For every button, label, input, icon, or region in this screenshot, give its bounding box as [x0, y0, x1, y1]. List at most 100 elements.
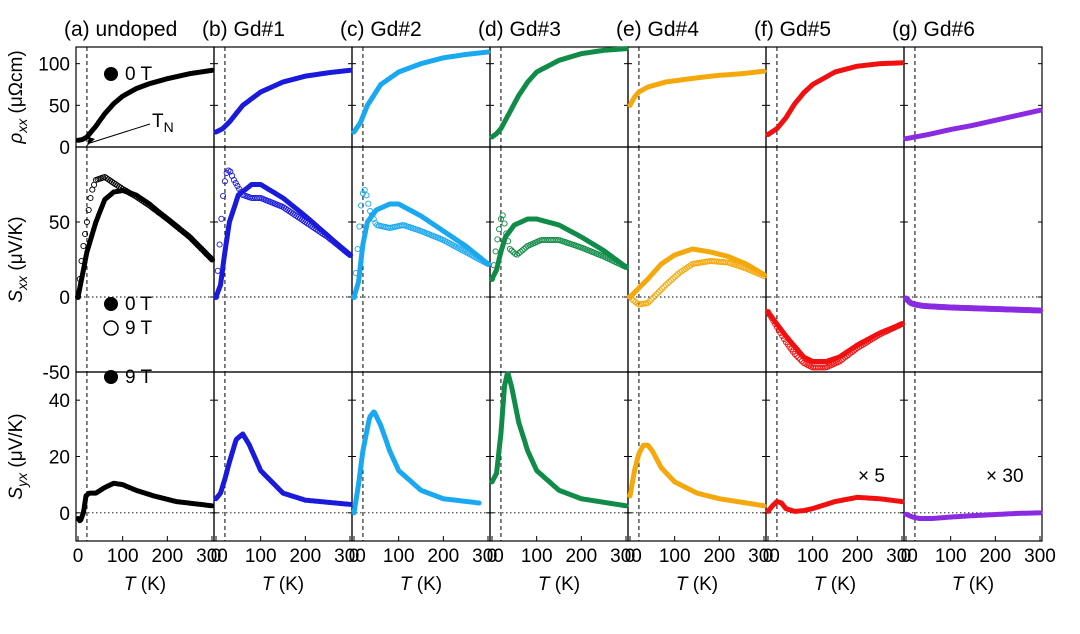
series-sxx-9T-c [350, 186, 492, 301]
x-tick-label-g: 200 [979, 546, 1011, 567]
scale-annotation-g: × 30 [986, 466, 1024, 487]
legend-label-sxx-0: 0 T [125, 294, 153, 315]
panel-frame-g-sxx [903, 146, 1043, 373]
sxx-9T-point [660, 283, 667, 290]
x-tick-label-e: 300 [748, 546, 780, 567]
x-tick-label-d: 0 [487, 546, 498, 567]
sxx-9T-point [791, 350, 798, 358]
sxx-9T-point [80, 242, 87, 250]
labels-layer: 0 100 200 300 T (K) (a) undoped 0 100 200 300 T (K… [6, 18, 1056, 595]
x-tick-label-f: 200 [841, 546, 873, 567]
sxx-9T-point [655, 289, 662, 296]
sxx-9T-point [651, 292, 659, 299]
series-rho-d [489, 46, 629, 140]
series-syx-d [489, 371, 629, 509]
x-tick-label-c: 200 [427, 546, 459, 567]
x-axis-label-a: T (K) [124, 574, 166, 595]
panel-frame-c-syx [351, 371, 491, 542]
panel-frame-d-syx [489, 371, 629, 542]
sxx-9T-point [234, 182, 241, 190]
series-rho-c [351, 49, 491, 135]
sxx-9T-point [653, 290, 660, 298]
legend-marker-sxx-0 [104, 297, 118, 311]
series-rho-a [75, 67, 215, 143]
sxx-9T-point [87, 194, 94, 202]
x-tick-label-c: 0 [349, 546, 360, 567]
sxx-9T-point [671, 273, 678, 281]
x-tick-label-b: 100 [245, 546, 277, 567]
sxx-9T-point [508, 247, 515, 254]
x-tick-label-b: 300 [334, 546, 366, 567]
sxx-9T-point [214, 267, 221, 274]
legend-label-syx-0: 9 T [125, 367, 153, 388]
panel-frame-e-rho [627, 46, 767, 148]
x-tick-label-e: 0 [625, 546, 636, 567]
panel-frame-a-rho [75, 46, 215, 148]
sxx-9T-point [646, 298, 653, 305]
x-tick-label-a: 300 [196, 546, 228, 567]
x-tick-label-e: 200 [703, 546, 735, 567]
panel-title-e: (e) Gd#4 [616, 18, 699, 41]
sxx-9T-point [221, 178, 228, 185]
sxx-9T-point [650, 294, 657, 301]
series-sxx-9T-b [212, 167, 354, 301]
x-axis-label-b: T (K) [262, 574, 304, 595]
sxx-9T-point [365, 200, 372, 207]
series-syx-f [765, 494, 905, 514]
x-tick-label-g: 100 [935, 546, 967, 567]
series-sxx-9T-e [626, 257, 768, 308]
sxx-9T-point [793, 352, 800, 359]
y-axis-label-rho: ρxx (μΩcm) [6, 50, 30, 144]
y-tick-label-rho: 50 [49, 96, 70, 117]
sxx-9T-point [232, 179, 239, 187]
sxx-9T-point [659, 285, 666, 292]
x-tick-label-a: 0 [73, 546, 84, 567]
series-sxx-0T-f [765, 309, 905, 364]
sxx-9T-point [218, 215, 225, 222]
sxx-9T-point [648, 296, 655, 303]
y-tick-label-sxx: 50 [49, 213, 70, 234]
series-rho-f [765, 60, 905, 137]
series-syx-c [351, 409, 482, 516]
axes-layer [75, 46, 1043, 542]
panel-title-a: (a) undoped [64, 18, 177, 41]
sxx-9T-point [664, 280, 671, 287]
x-axis-label-c: T (K) [400, 574, 442, 595]
series-rho-b [213, 67, 353, 135]
sxx-9T-point [496, 226, 503, 233]
tn-arrow-line [89, 123, 151, 144]
sxx-9T-point [82, 230, 89, 238]
panel-frame-b-rho [213, 46, 353, 148]
panel-frame-a-syx [75, 371, 215, 542]
panel-frame-f-syx [765, 371, 905, 542]
sxx-9T-point [494, 236, 501, 243]
x-tick-label-f: 300 [886, 546, 918, 567]
panel-frame-g-rho [903, 46, 1043, 148]
sxx-9T-point [216, 241, 223, 248]
series-sxx-0T-c [351, 201, 491, 300]
x-tick-label-a: 100 [107, 546, 139, 567]
y-tick-label-syx: 0 [59, 504, 70, 525]
sxx-9T-point [506, 245, 513, 253]
series-sxx-0T-g [903, 296, 1043, 313]
sxx-9T-point [85, 206, 92, 214]
y-axis-label-syx: Syx (μV/K) [6, 413, 30, 499]
sxx-9T-point [644, 299, 651, 307]
tn-arrow-head [86, 137, 95, 146]
sxx-9T-point [666, 278, 673, 285]
sxx-9T-point [657, 287, 664, 294]
x-axis-label-f: T (K) [814, 574, 856, 595]
series-rho-e [627, 68, 767, 108]
x-axis-label-e: T (K) [676, 574, 718, 595]
legend-marker-syx-0 [104, 370, 118, 384]
panel-title-b: (b) Gd#1 [202, 18, 285, 41]
sxx-9T-point [515, 250, 522, 257]
sxx-9T-point [499, 212, 506, 219]
y-tick-label-syx: 40 [49, 391, 70, 412]
y-tick-label-sxx: -50 [43, 363, 70, 384]
sxx-9T-point [230, 176, 237, 184]
series-sxx-0T-d [489, 216, 629, 282]
tn-label: TN [152, 111, 174, 135]
y-tick-label-rho: 0 [59, 138, 70, 159]
legend-label-sxx-1: 9 T [125, 318, 153, 339]
